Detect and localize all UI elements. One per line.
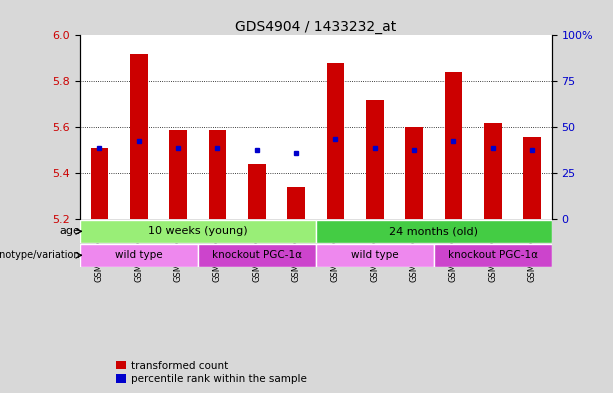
Bar	[484, 123, 501, 219]
Legend: transformed count, percentile rank within the sample: transformed count, percentile rank withi…	[115, 361, 307, 384]
Text: genotype/variation: genotype/variation	[0, 250, 80, 260]
Text: knockout PGC-1α: knockout PGC-1α	[211, 250, 302, 260]
Bar	[80, 220, 316, 243]
Text: 10 weeks (young): 10 weeks (young)	[148, 226, 248, 236]
Bar	[169, 130, 187, 219]
Bar	[208, 130, 226, 219]
Bar	[327, 63, 345, 219]
Title: GDS4904 / 1433232_at: GDS4904 / 1433232_at	[235, 20, 397, 34]
Bar	[316, 220, 552, 243]
Text: knockout PGC-1α: knockout PGC-1α	[447, 250, 538, 260]
Bar	[523, 137, 541, 219]
Bar	[130, 54, 148, 219]
Bar	[316, 244, 434, 267]
Bar	[287, 187, 305, 219]
Bar	[434, 244, 552, 267]
Bar	[197, 244, 316, 267]
Bar	[91, 148, 109, 219]
Bar	[444, 72, 462, 219]
Text: age: age	[59, 226, 80, 236]
Bar	[248, 164, 265, 219]
Bar	[80, 244, 197, 267]
Text: wild type: wild type	[115, 250, 162, 260]
Text: 24 months (old): 24 months (old)	[389, 226, 478, 236]
Text: wild type: wild type	[351, 250, 398, 260]
Bar	[366, 100, 384, 219]
Bar	[405, 127, 423, 219]
